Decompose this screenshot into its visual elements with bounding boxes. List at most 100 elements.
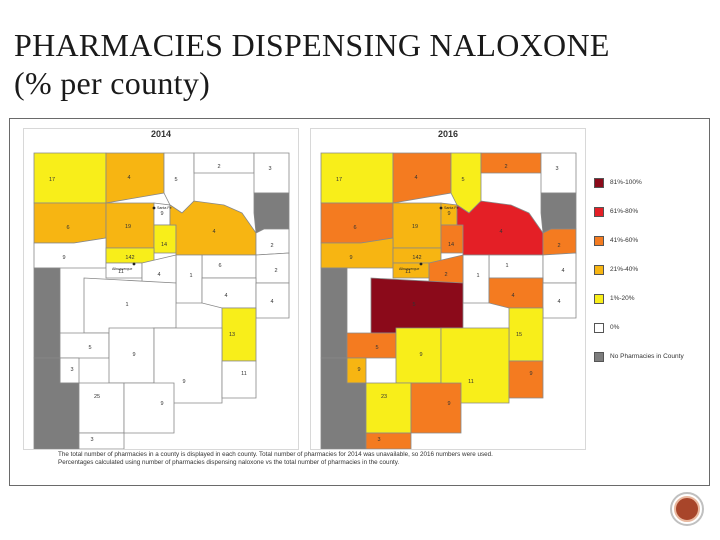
map-2016: 2016 17 4 5 2 3 6 19 9 14 4 9 1 2 4 1 142 11 2 5 4 4 15 5 9 9 11 9… (310, 128, 586, 450)
county-region (488, 277, 544, 309)
county-pharmacy-count: 5 (412, 302, 415, 308)
figure-panel: 2014 17 4 5 2 3 6 19 9 14 4 9 6 2 2 1 142 11 4 1 4 4 13 5 3 9 9 11… (9, 118, 710, 486)
legend-item: 61%-80% (594, 206, 706, 220)
county-pharmacy-count: 11 (241, 371, 247, 377)
county-pharmacy-count: 3 (268, 166, 271, 172)
santa-fe-marker (439, 206, 443, 210)
county-region (542, 228, 577, 256)
county-region (450, 152, 482, 214)
county-region (488, 254, 544, 279)
legend-label: 61%-80% (610, 208, 639, 215)
legend-item: 0% (594, 322, 706, 336)
county-pharmacy-count: 9 (182, 379, 185, 385)
county-region (462, 254, 490, 304)
legend-item: 41%-60% (594, 235, 706, 249)
county-region (221, 360, 257, 399)
county-pharmacy-count: 3 (70, 367, 73, 373)
city-label-albuquerque: Albuquerque (399, 267, 419, 271)
city-label-santa-fe: Santa Fe (444, 206, 459, 210)
county-region (255, 252, 290, 284)
county-pharmacy-count: 19 (125, 224, 131, 230)
county-pharmacy-count: 4 (414, 175, 417, 181)
county-pharmacy-count: 17 (49, 177, 55, 183)
county-pharmacy-count: 9 (529, 371, 532, 377)
county-pharmacy-count: 5 (375, 345, 378, 351)
county-region (542, 282, 577, 319)
county-region (255, 228, 290, 256)
city-label-albuquerque: Albuquerque (112, 267, 132, 271)
county-pharmacy-count: 5 (174, 177, 177, 183)
legend-item: 81%-100% (594, 177, 706, 191)
county-pharmacy-count: 9 (62, 255, 65, 261)
map-2014: 2014 17 4 5 2 3 6 19 9 14 4 9 6 2 2 1 142 11 4 1 4 4 13 5 3 9 9 11… (23, 128, 299, 450)
county-pharmacy-count: 2 (504, 164, 507, 170)
county-region (221, 307, 257, 362)
county-pharmacy-count: 23 (381, 394, 387, 400)
legend-item: No Pharmacies in County (594, 351, 706, 365)
county-pharmacy-count: 4 (157, 272, 160, 278)
county-region (163, 152, 195, 214)
county-pharmacy-count: 4 (511, 293, 514, 299)
legend-swatch (594, 265, 604, 275)
county-region (123, 382, 175, 434)
legend-swatch (594, 207, 604, 217)
county-pharmacy-count: 9 (132, 352, 135, 358)
county-pharmacy-count: 4 (557, 299, 560, 305)
county-region (201, 277, 257, 309)
county-pharmacy-count: 4 (499, 229, 502, 235)
county-region (253, 192, 290, 234)
county-pharmacy-count: 13 (229, 332, 235, 338)
county-region (59, 332, 110, 359)
county-region (480, 152, 542, 174)
county-pharmacy-count: 142 (412, 255, 421, 261)
county-region (508, 360, 544, 399)
county-region (33, 152, 107, 204)
county-pharmacy-count: 9 (349, 255, 352, 261)
county-pharmacy-count: 142 (125, 255, 134, 261)
county-pharmacy-count: 2 (557, 243, 560, 249)
footnote: The total number of pharmacies in a coun… (58, 451, 658, 467)
county-region (410, 382, 462, 434)
legend-swatch (594, 294, 604, 304)
county-pharmacy-count: 9 (357, 367, 360, 373)
county-region (175, 254, 203, 304)
county-region (78, 432, 125, 449)
county-region (540, 152, 577, 194)
county-region (201, 254, 257, 279)
county-region (440, 224, 464, 254)
county-pharmacy-count: 4 (127, 175, 130, 181)
county-pharmacy-count: 6 (218, 263, 221, 269)
legend-swatch (594, 323, 604, 333)
legend-label: 1%-20% (610, 295, 635, 302)
county-pharmacy-count: 11 (468, 379, 474, 385)
county-region (370, 277, 464, 334)
county-region (33, 202, 107, 244)
albuquerque-marker (419, 262, 423, 266)
legend-swatch (594, 236, 604, 246)
county-region (392, 152, 452, 204)
legend-item: 1%-20% (594, 293, 706, 307)
county-pharmacy-count: 4 (270, 299, 273, 305)
county-region (320, 152, 394, 204)
county-region (508, 307, 544, 362)
county-pharmacy-count: 11 (405, 269, 411, 275)
county-pharmacy-count: 1 (189, 273, 192, 279)
county-pharmacy-count: 6 (353, 225, 356, 231)
map-year-label: 2014 (150, 129, 172, 139)
slide-nav-button[interactable] (670, 492, 704, 526)
county-pharmacy-count: 9 (160, 211, 163, 217)
county-pharmacy-count: 1 (476, 273, 479, 279)
county-pharmacy-count: 9 (447, 401, 450, 407)
county-region (365, 432, 412, 449)
county-pharmacy-count: 4 (212, 229, 215, 235)
county-pharmacy-count: 25 (94, 394, 100, 400)
county-pharmacy-count: 19 (412, 224, 418, 230)
county-region (153, 224, 177, 254)
legend-item: 21%-40% (594, 264, 706, 278)
county-pharmacy-count: 9 (447, 211, 450, 217)
slide-title: PHARMACIES DISPENSING NALOXONE (% per co… (14, 27, 610, 101)
county-region (255, 282, 290, 319)
circle-icon (674, 496, 700, 522)
county-region (78, 382, 125, 434)
